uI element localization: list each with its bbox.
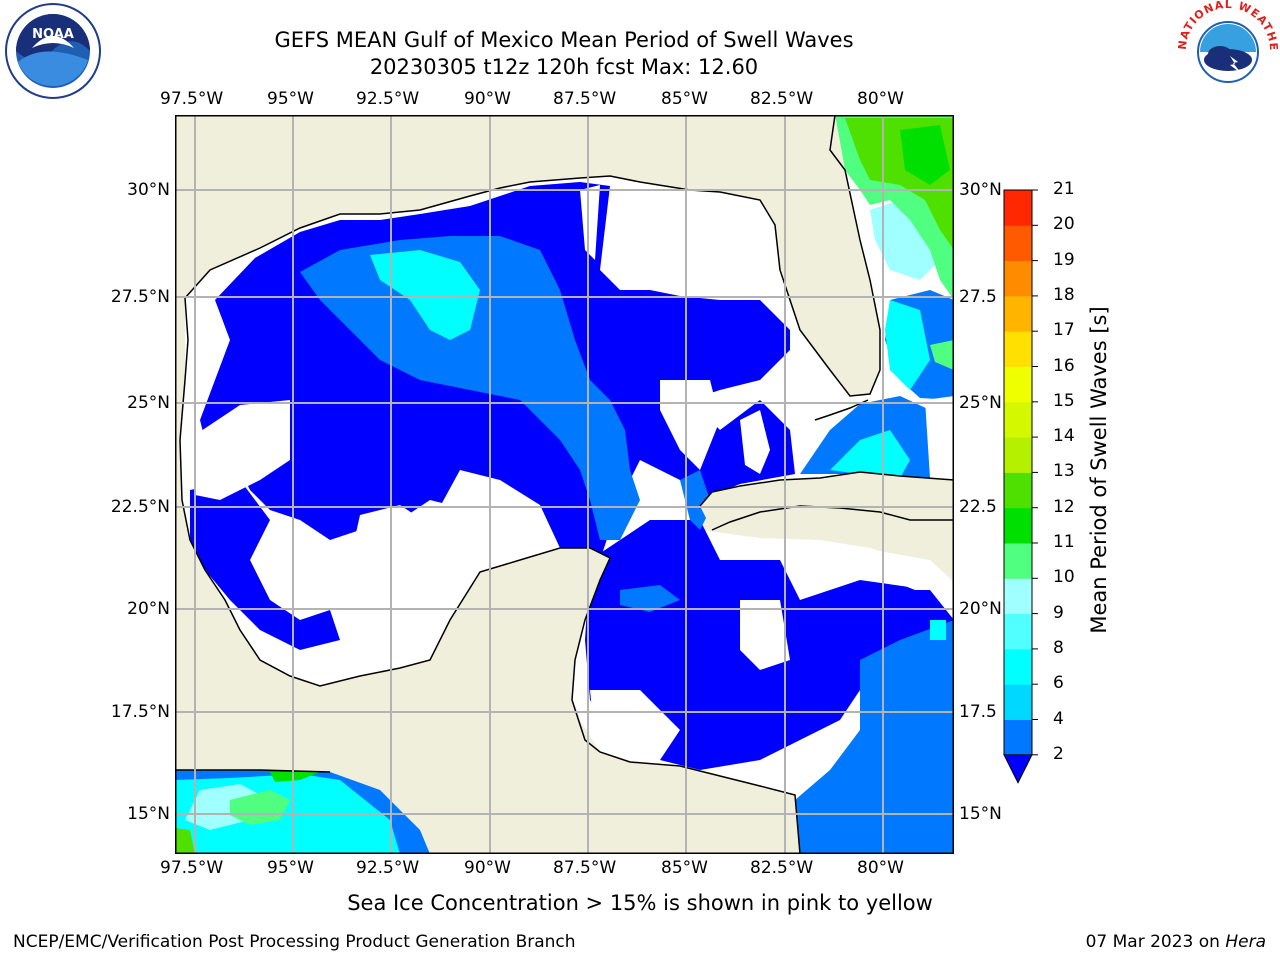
lon-tick-bottom: 97.5°W	[160, 858, 224, 878]
lon-tick-top: 85°W	[661, 89, 708, 109]
colorbar-band	[1004, 507, 1032, 544]
lon-tick-bottom: 87.5°W	[553, 858, 617, 878]
colorbar-band	[1004, 648, 1032, 685]
lon-tick-top: 90°W	[464, 89, 511, 109]
colorbar-tick-label: 13	[1053, 461, 1075, 482]
noaa-logo-icon: NOAA	[2, 2, 104, 100]
lon-tick-bottom: 95°W	[267, 858, 314, 878]
colorbar-tick-label: 19	[1053, 249, 1075, 270]
colorbar-band	[1004, 437, 1032, 473]
chart-title: GEFS MEAN Gulf of Mexico Mean Period of …	[274, 28, 854, 52]
chart-subtitle: 20230305 t12z 120h fcst Max: 12.60	[369, 55, 759, 79]
footer-org: NCEP/EMC/Verification Post Processing Pr…	[13, 932, 576, 952]
lat-tick-right: 20°N	[959, 599, 1002, 619]
noaa-logo-text: NOAA	[32, 27, 74, 42]
colorbar	[1000, 185, 1050, 785]
footer-date: 07 Mar 2023 on Hera	[1086, 932, 1266, 952]
colorbar-band	[1004, 472, 1032, 509]
lat-tick-left: 27.5°N	[110, 287, 170, 307]
lat-tick-left: 20°N	[127, 599, 170, 619]
colorbar-tick-label: 20	[1053, 214, 1075, 235]
lat-tick-right: 27.5	[959, 287, 997, 307]
lat-tick-right: 30°N	[959, 180, 1002, 200]
lon-tick-bottom: 90°W	[464, 858, 511, 878]
footer-host: Hera	[1225, 932, 1266, 952]
colorbar-tick-label: 10	[1053, 567, 1075, 588]
colorbar-band	[1004, 225, 1032, 262]
lon-tick-bottom: 82.5°W	[750, 858, 814, 878]
sea-ice-caption: Sea Ice Concentration > 15% is shown in …	[347, 891, 933, 915]
lon-tick-top: 92.5°W	[356, 89, 420, 109]
colorbar-tick-label: 4	[1053, 708, 1064, 729]
colorbar-tick-label: 16	[1053, 355, 1075, 376]
lat-tick-right: 25°N	[959, 393, 1002, 413]
colorbar-label: Mean Period of Swell Waves [s]	[1087, 306, 1111, 634]
lon-tick-bottom: 85°W	[661, 858, 708, 878]
colorbar-tick-label: 11	[1053, 532, 1075, 552]
colorbar-band	[1004, 295, 1032, 332]
colorbar-band	[1004, 366, 1032, 403]
colorbar-tick-label: 15	[1053, 390, 1075, 411]
lat-tick-left: 15°N	[127, 804, 170, 824]
lon-tick-top: 95°W	[267, 89, 314, 109]
colorbar-tick-label: 21	[1053, 179, 1075, 199]
colorbar-band	[1004, 719, 1032, 756]
lon-tick-bottom: 92.5°W	[356, 858, 420, 878]
lat-tick-right: 15°N	[959, 804, 1002, 824]
colorbar-tick-label: 6	[1053, 673, 1064, 694]
colorbar-tick-label: 9	[1053, 602, 1064, 623]
lon-tick-bottom: 80°W	[857, 858, 904, 878]
colorbar-band	[1004, 190, 1032, 226]
colorbar-band	[1004, 613, 1032, 650]
lon-tick-top: 97.5°W	[160, 89, 224, 109]
colorbar-band	[1004, 543, 1032, 579]
lat-tick-left: 17.5°N	[110, 702, 170, 722]
colorbar-extend-arrow	[1003, 754, 1033, 784]
colorbar-band	[1004, 331, 1032, 367]
lat-tick-left: 30°N	[127, 180, 170, 200]
lon-tick-top: 82.5°W	[750, 89, 814, 109]
colorbar-tick-label: 2	[1053, 743, 1064, 764]
colorbar-tick-label: 17	[1053, 320, 1075, 341]
lat-tick-left: 25°N	[127, 393, 170, 413]
lat-tick-right: 17.5	[959, 702, 997, 722]
lon-tick-top: 80°W	[857, 89, 904, 109]
colorbar-band	[1004, 684, 1032, 720]
colorbar-band	[1004, 401, 1032, 438]
colorbar-tick-label: 14	[1053, 426, 1075, 447]
lat-tick-left: 22.5°N	[110, 497, 170, 517]
colorbar-tick-label: 12	[1053, 496, 1075, 517]
colorbar-tick-label: 8	[1053, 637, 1064, 658]
colorbar-tick-label: 18	[1053, 284, 1075, 305]
map-area	[175, 115, 954, 854]
colorbar-band	[1004, 260, 1032, 297]
lat-tick-right: 22.5	[959, 497, 997, 517]
lon-tick-top: 87.5°W	[553, 89, 617, 109]
nws-logo-icon: NATIONAL WEATHER SERVICE	[1173, 0, 1279, 100]
colorbar-ticks: 2 4 6 8 9 10 11 12 13 14 15 16 17 18 19 20 21	[1053, 179, 1113, 770]
colorbar-band	[1004, 578, 1032, 615]
footer-date-text: 07 Mar 2023 on	[1085, 932, 1226, 952]
